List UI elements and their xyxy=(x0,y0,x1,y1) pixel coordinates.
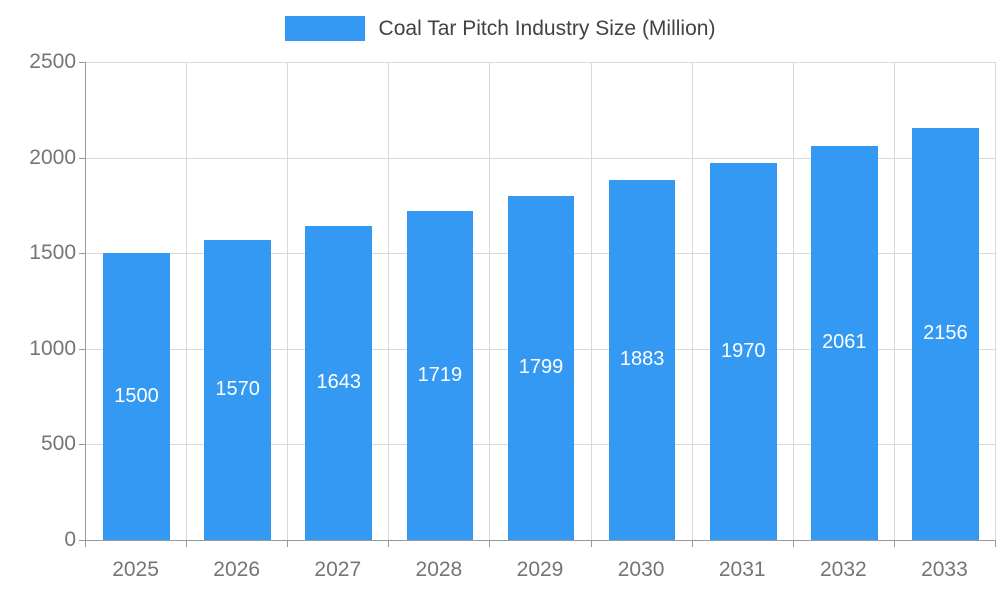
gridline-horizontal xyxy=(86,62,996,63)
x-axis-category-label: 2026 xyxy=(213,558,261,581)
y-axis-tick-mark xyxy=(79,444,85,446)
y-axis-tick-label: 1000 xyxy=(29,336,76,360)
bar-value-label: 2156 xyxy=(923,321,968,344)
y-axis-tick-mark xyxy=(79,348,85,350)
gridline-vertical xyxy=(995,62,996,540)
bar-2030[interactable]: 1883 xyxy=(608,179,676,540)
legend-label: Coal Tar Pitch Industry Size (Million) xyxy=(378,16,716,40)
gridline-vertical xyxy=(287,62,289,540)
x-axis-category-label: 2027 xyxy=(314,558,362,581)
x-axis-category-label: 2030 xyxy=(617,558,665,581)
y-axis-tick-mark xyxy=(79,157,85,159)
y-axis-tick-label: 2500 xyxy=(29,50,76,73)
gridline-vertical xyxy=(893,62,895,540)
x-axis-category-label: 2029 xyxy=(516,558,564,581)
y-axis-tick-mark xyxy=(79,540,85,541)
bar-2027[interactable]: 1643 xyxy=(305,225,373,540)
gridline-vertical xyxy=(590,62,592,540)
x-axis-tick-mark xyxy=(489,541,491,547)
x-axis-category-label: 2032 xyxy=(819,558,867,581)
x-axis-tick-mark xyxy=(85,541,86,547)
y-axis-tick-label: 2000 xyxy=(29,145,76,169)
gridline-vertical xyxy=(186,62,188,540)
bar-2029[interactable]: 1799 xyxy=(507,196,575,540)
y-axis-tick-mark xyxy=(79,62,85,63)
gridline-vertical xyxy=(691,62,693,540)
bar-2033[interactable]: 2156 xyxy=(912,127,979,540)
gridline-vertical xyxy=(388,62,390,540)
x-axis-tick-mark xyxy=(792,541,794,547)
gridline-vertical xyxy=(489,62,491,540)
bar-2032[interactable]: 2061 xyxy=(810,145,878,540)
x-axis-tick-mark xyxy=(287,541,289,547)
y-axis-tick-label: 0 xyxy=(64,528,76,551)
x-axis-category-label: 2028 xyxy=(415,558,463,581)
bar-value-label: 1643 xyxy=(316,370,362,393)
bar-2031[interactable]: 1970 xyxy=(709,163,777,540)
bar-value-label: 1570 xyxy=(215,377,260,400)
x-axis-category-label: 2033 xyxy=(921,558,968,581)
legend[interactable]: Coal Tar Pitch Industry Size (Million) xyxy=(0,16,1000,41)
gridline-vertical xyxy=(792,62,794,540)
x-axis-tick-mark xyxy=(893,541,895,547)
bar-value-label: 1970 xyxy=(720,339,766,362)
x-axis-category-label: 2025 xyxy=(112,558,159,581)
x-axis-tick-mark xyxy=(186,541,188,547)
bar-2026[interactable]: 1570 xyxy=(204,239,272,540)
bar-value-label: 1500 xyxy=(114,384,159,407)
y-axis-tick-label: 500 xyxy=(40,432,76,456)
x-axis-tick-mark xyxy=(691,541,693,547)
gridline-horizontal xyxy=(86,157,996,159)
y-axis-tick-label: 1500 xyxy=(29,241,76,265)
y-axis-tick-mark xyxy=(79,253,85,255)
x-axis-tick-mark xyxy=(995,541,996,547)
x-axis-tick-mark xyxy=(590,541,592,547)
bar-value-label: 1719 xyxy=(417,363,463,386)
bar-value-label: 2061 xyxy=(822,330,867,353)
x-axis-category-label: 2031 xyxy=(718,558,766,581)
bar-value-label: 1799 xyxy=(518,356,564,379)
bar-2025[interactable]: 1500 xyxy=(103,253,170,540)
x-axis-tick-mark xyxy=(388,541,390,547)
legend-swatch xyxy=(284,16,365,41)
bar-2028[interactable]: 1719 xyxy=(406,211,474,540)
plot-area: 1500 1570 1643 1719 1799 1883 1970 2061 2156 xyxy=(85,62,996,541)
bar-value-label: 1883 xyxy=(619,347,665,370)
